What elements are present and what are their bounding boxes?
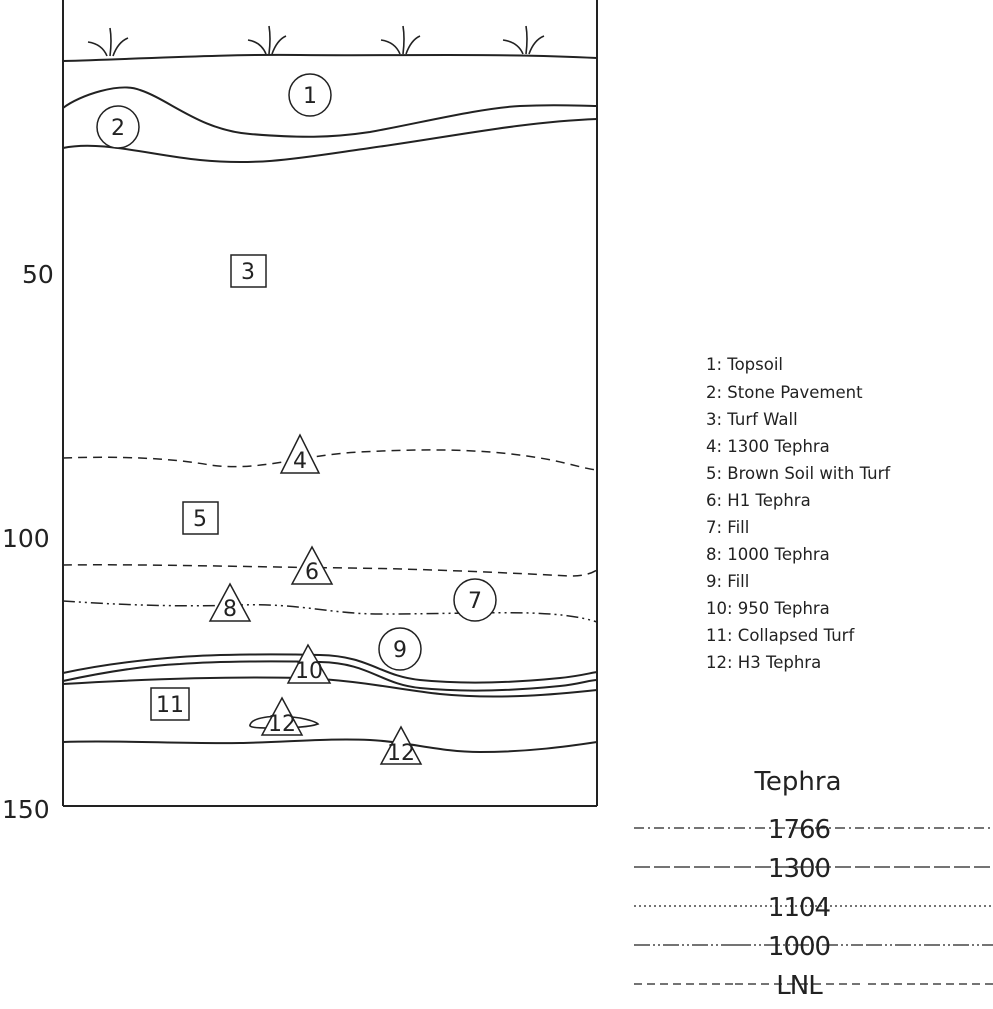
unit-1-label: 1 (303, 84, 317, 109)
triangle-marker-icon (279, 433, 321, 474)
section-frame (62, 0, 598, 807)
unit-8-marker: 8 (208, 582, 252, 622)
square-marker-icon (230, 254, 267, 288)
unit-12a-label: 12 (268, 712, 296, 737)
circle-marker-icon (453, 578, 497, 622)
triangle-marker-icon (208, 582, 252, 622)
tephra-key-label: 1000 (768, 932, 830, 962)
unit-3-marker: 3 (230, 254, 267, 288)
unit-7-label: 7 (468, 589, 482, 614)
grass-tufts (87, 25, 545, 57)
tephra-h1-line (62, 564, 598, 577)
legend-item: 6: H1 Tephra (706, 491, 811, 510)
tephra-key-label: 1300 (768, 854, 830, 884)
ground-surface-line (62, 53, 598, 62)
unit-7-marker: 7 (453, 578, 497, 622)
tephra-key-label: 1766 (768, 815, 830, 845)
legend-item: 1: Topsoil (706, 355, 783, 374)
unit-1-marker: 1 (288, 73, 332, 117)
unit-3-label: 3 (241, 260, 255, 285)
tephra-1000-line (62, 600, 598, 623)
unit-9-label: 9 (393, 638, 407, 663)
tephra-key-title: Tephra (753, 767, 841, 797)
tephra-950-lower-line (62, 660, 598, 692)
unit-6-marker: 6 (290, 545, 334, 585)
unit-12a-marker: 12 (260, 696, 304, 737)
grass-tuft-icon (380, 25, 421, 55)
tephra-key: Tephra 1766 1300 1104 1000 (634, 767, 993, 1001)
unit-12b-label: 12 (387, 741, 415, 766)
tephra-1300-line (62, 449, 598, 471)
collapsed-turf-top-line (62, 676, 598, 698)
unit-6-label: 6 (305, 560, 319, 585)
circle-marker-icon (288, 73, 332, 117)
layer-boundaries (62, 53, 598, 754)
unit-10-marker: 10 (286, 643, 332, 684)
tephra-key-item-1000: 1000 (634, 929, 993, 962)
tephra-key-label: 1104 (768, 893, 831, 923)
tephra-key-item-1766: 1766 (634, 812, 993, 845)
tephra-h3-lower-line (62, 738, 598, 754)
depth-axis: 50 100 150 (2, 260, 54, 824)
grass-tuft-icon (502, 25, 545, 55)
stone-pavement-lens (62, 86, 598, 138)
tephra-key-item-1300: 1300 (634, 851, 993, 884)
triangle-marker-icon (379, 725, 423, 765)
legend-item: 4: 1300 Tephra (706, 437, 830, 456)
unit-12b-marker: 12 (379, 725, 423, 766)
legend-item: 3: Turf Wall (706, 410, 798, 429)
triangle-marker-icon (290, 545, 334, 585)
unit-2-marker: 2 (96, 105, 140, 149)
unit-4-marker: 4 (279, 433, 321, 474)
depth-label-150: 150 (2, 795, 50, 824)
unit-10-label: 10 (295, 659, 323, 684)
turf-wall-top-line (62, 118, 598, 164)
unit-11-label: 11 (156, 693, 184, 718)
depth-label-50: 50 (22, 260, 54, 289)
legend-item: 5: Brown Soil with Turf (706, 464, 891, 483)
square-marker-icon (182, 501, 219, 535)
tephra-950-upper-line (62, 653, 598, 684)
unit-markers: 1 2 3 4 5 6 7 8 (96, 73, 497, 766)
grass-tuft-icon (87, 27, 129, 57)
circle-marker-icon (96, 105, 140, 149)
legend-item: 9: Fill (706, 572, 749, 591)
unit-8-label: 8 (223, 597, 237, 622)
circle-marker-icon (378, 627, 422, 671)
legend-item: 10: 950 Tephra (706, 599, 830, 618)
unit-9-marker: 9 (378, 627, 422, 671)
tephra-key-item-1104: 1104 (634, 890, 993, 923)
tephra-key-item-lnl: LNL (634, 968, 993, 1001)
unit-11-marker: 11 (150, 687, 190, 721)
legend-item: 7: Fill (706, 518, 749, 537)
depth-label-100: 100 (2, 524, 50, 553)
triangle-marker-icon (260, 696, 304, 736)
unit-5-label: 5 (193, 507, 207, 532)
legend-item: 12: H3 Tephra (706, 653, 821, 672)
unit-5-marker: 5 (182, 501, 219, 535)
legend-item: 2: Stone Pavement (706, 383, 863, 402)
legend-item: 11: Collapsed Turf (706, 626, 855, 645)
unit-2-label: 2 (111, 116, 125, 141)
grass-tuft-icon (247, 25, 287, 55)
unit-legend: 1: Topsoil 2: Stone Pavement 3: Turf Wal… (706, 355, 891, 672)
legend-item: 8: 1000 Tephra (706, 545, 830, 564)
square-marker-icon (150, 687, 190, 721)
triangle-marker-icon (286, 643, 332, 684)
unit-4-label: 4 (293, 449, 307, 474)
tephra-key-label: LNL (776, 971, 823, 1001)
